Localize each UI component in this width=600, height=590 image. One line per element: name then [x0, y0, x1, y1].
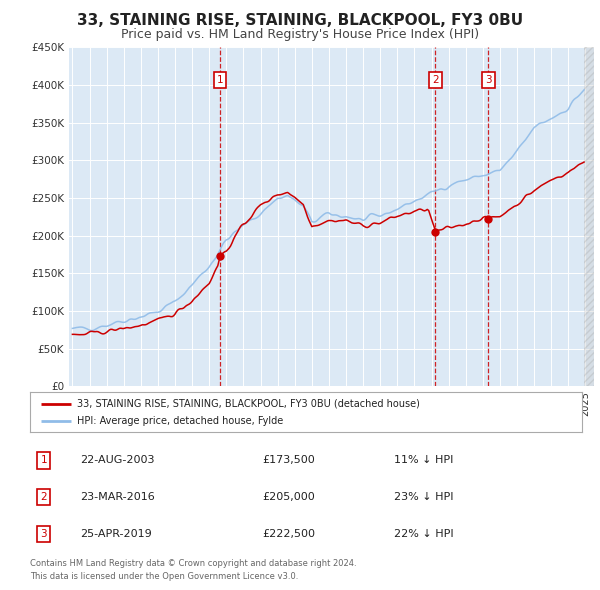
- Text: 33, STAINING RISE, STAINING, BLACKPOOL, FY3 0BU: 33, STAINING RISE, STAINING, BLACKPOOL, …: [77, 13, 523, 28]
- Text: 23% ↓ HPI: 23% ↓ HPI: [394, 492, 454, 502]
- Text: Contains HM Land Registry data © Crown copyright and database right 2024.: Contains HM Land Registry data © Crown c…: [30, 559, 356, 568]
- Text: 1: 1: [40, 455, 47, 466]
- Text: 22% ↓ HPI: 22% ↓ HPI: [394, 529, 454, 539]
- Text: 22-AUG-2003: 22-AUG-2003: [80, 455, 154, 466]
- Text: 25-APR-2019: 25-APR-2019: [80, 529, 151, 539]
- Text: This data is licensed under the Open Government Licence v3.0.: This data is licensed under the Open Gov…: [30, 572, 298, 581]
- Text: 2: 2: [40, 492, 47, 502]
- Text: £205,000: £205,000: [262, 492, 314, 502]
- Text: 23-MAR-2016: 23-MAR-2016: [80, 492, 154, 502]
- Text: HPI: Average price, detached house, Fylde: HPI: Average price, detached house, Fyld…: [77, 415, 283, 425]
- Bar: [584, 47, 594, 386]
- Text: £173,500: £173,500: [262, 455, 314, 466]
- Text: 1: 1: [217, 76, 223, 86]
- Text: 2: 2: [432, 76, 439, 86]
- Text: Price paid vs. HM Land Registry's House Price Index (HPI): Price paid vs. HM Land Registry's House …: [121, 28, 479, 41]
- Text: 11% ↓ HPI: 11% ↓ HPI: [394, 455, 454, 466]
- Text: 33, STAINING RISE, STAINING, BLACKPOOL, FY3 0BU (detached house): 33, STAINING RISE, STAINING, BLACKPOOL, …: [77, 399, 420, 409]
- Text: £222,500: £222,500: [262, 529, 315, 539]
- Text: 3: 3: [485, 76, 491, 86]
- Text: 3: 3: [40, 529, 47, 539]
